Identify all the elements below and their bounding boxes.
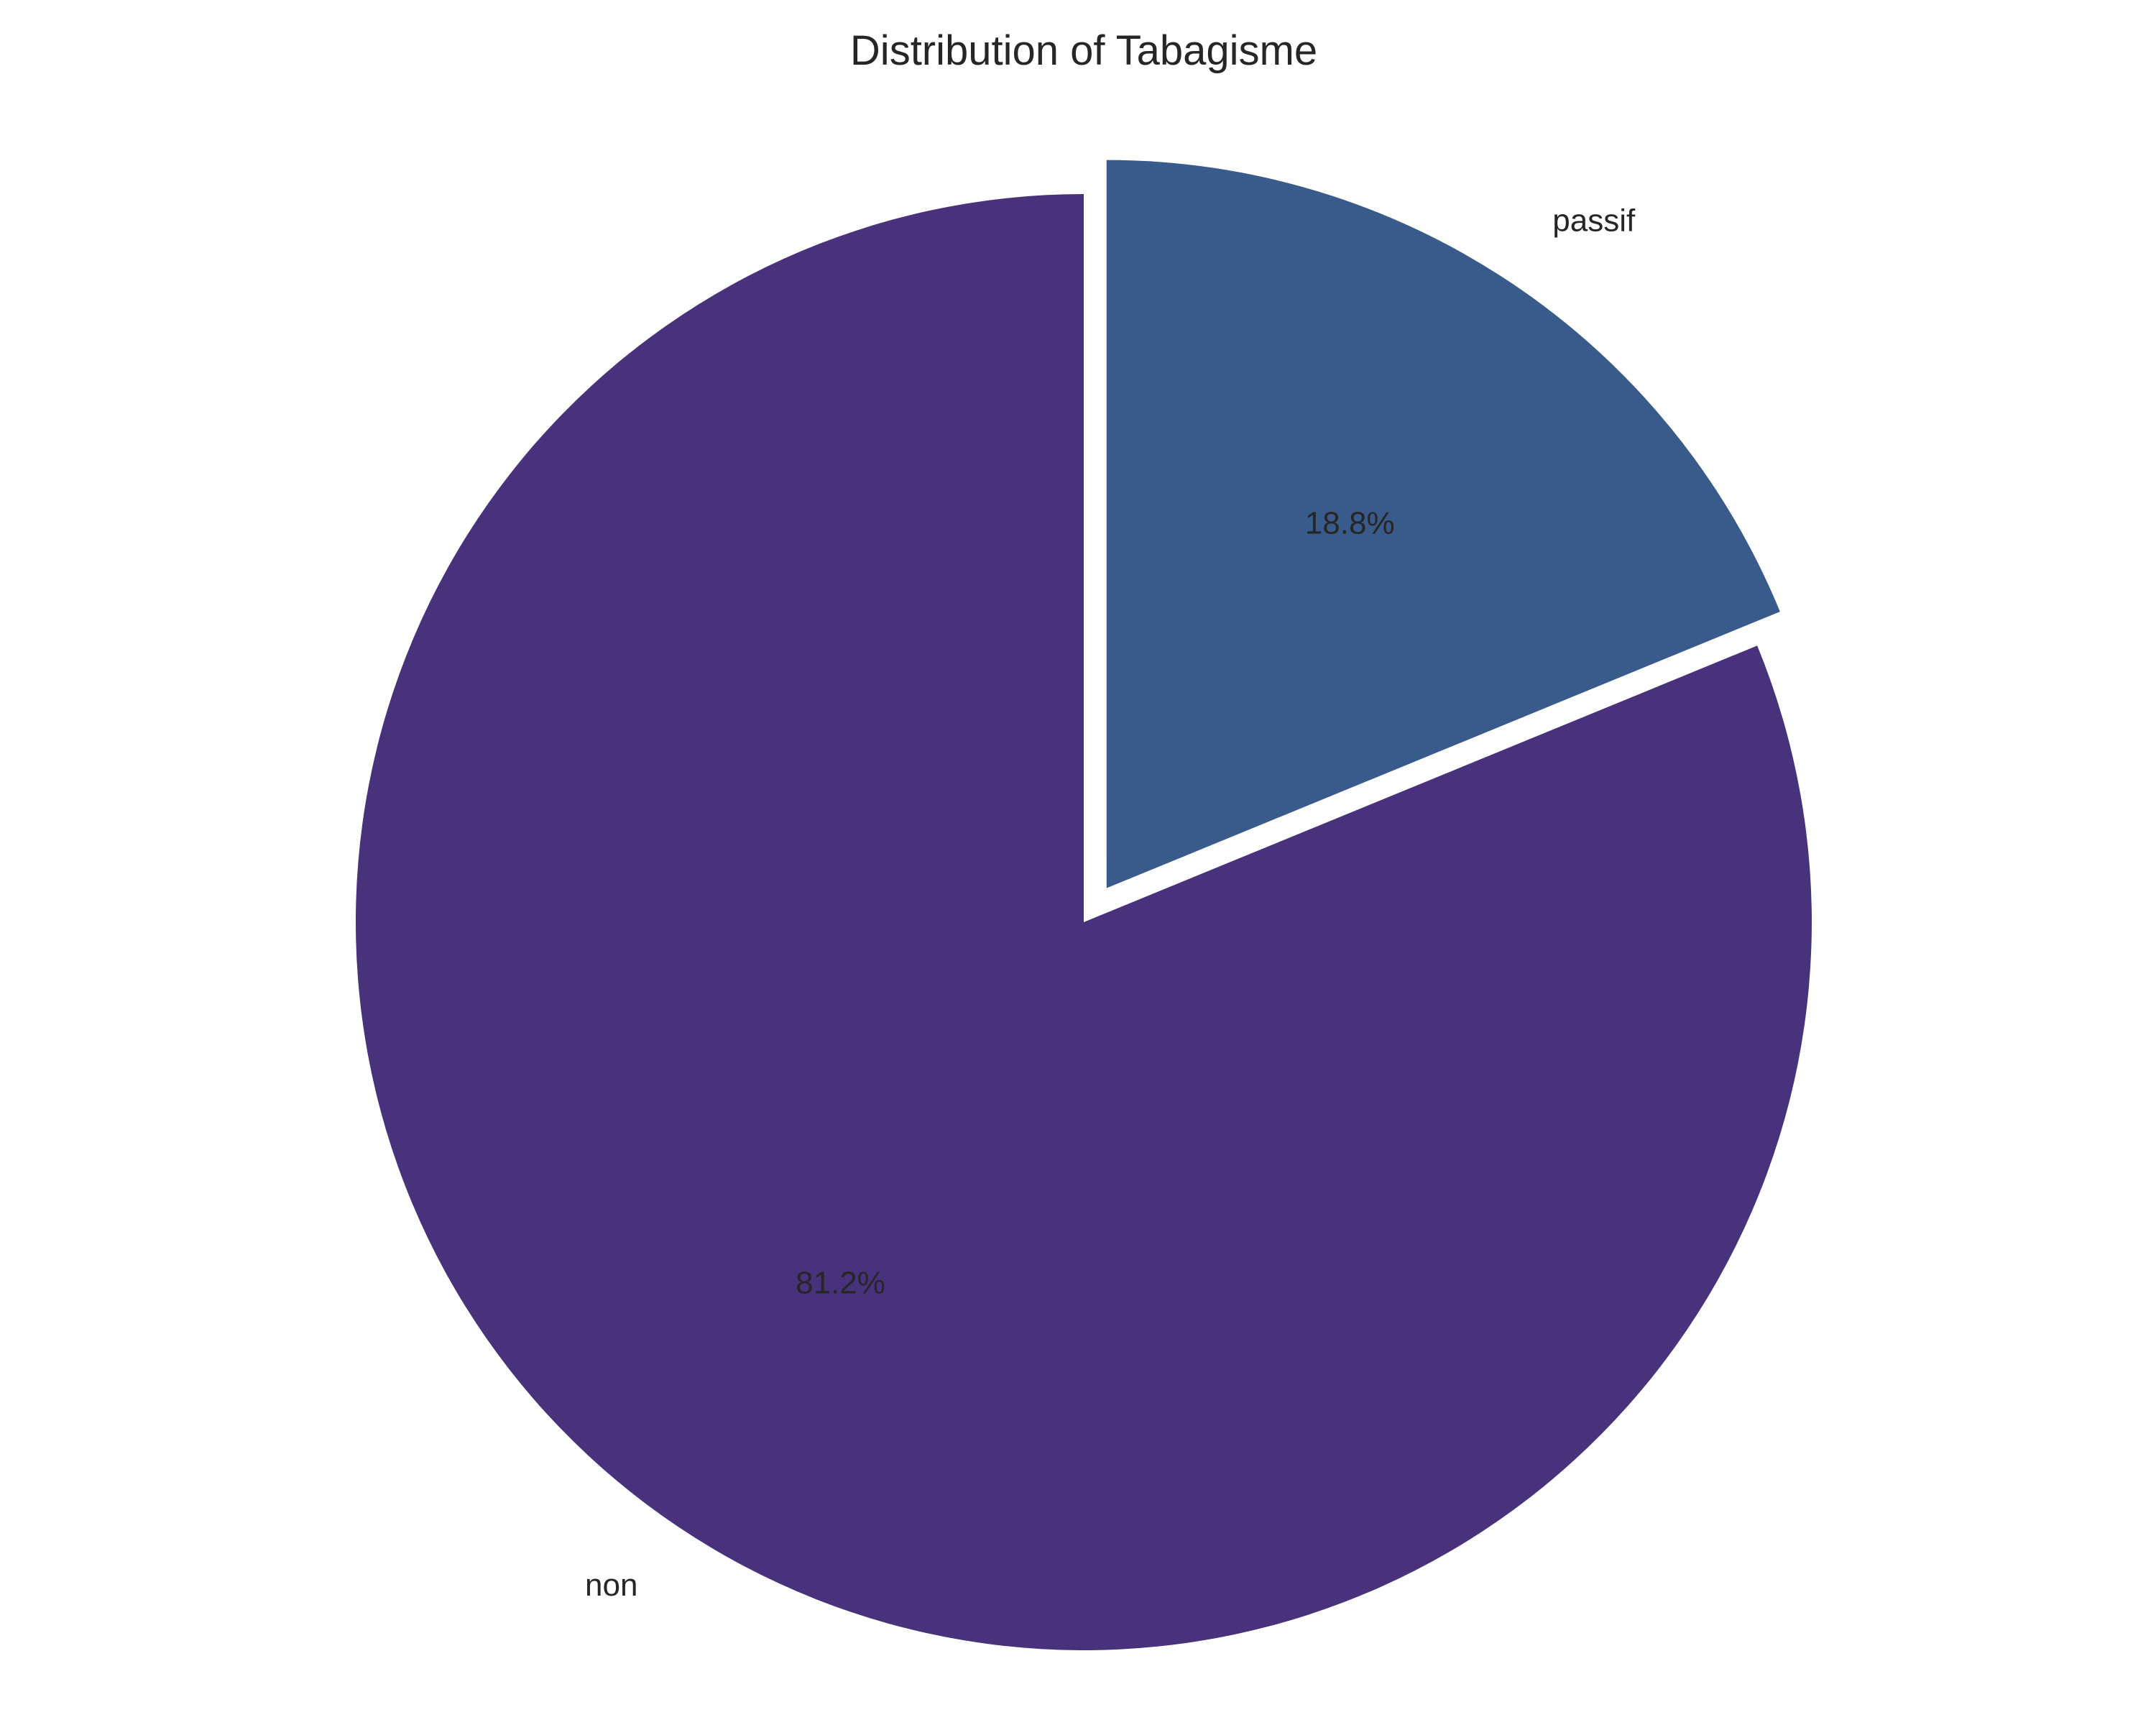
slice-label-non: non [585, 1568, 637, 1603]
pie-slices [356, 160, 1812, 1650]
chart-title: Distribution of Tabagisme [850, 27, 1317, 74]
pie-slice-non [356, 194, 1812, 1650]
pie-slice-passif [1106, 160, 1780, 888]
pie-labels: passif 18.8% non 81.2% [585, 203, 1636, 1603]
pct-label-passif: 18.8% [1305, 505, 1395, 540]
pct-label-non: 81.2% [796, 1265, 885, 1300]
slice-label-passif: passif [1552, 203, 1636, 239]
